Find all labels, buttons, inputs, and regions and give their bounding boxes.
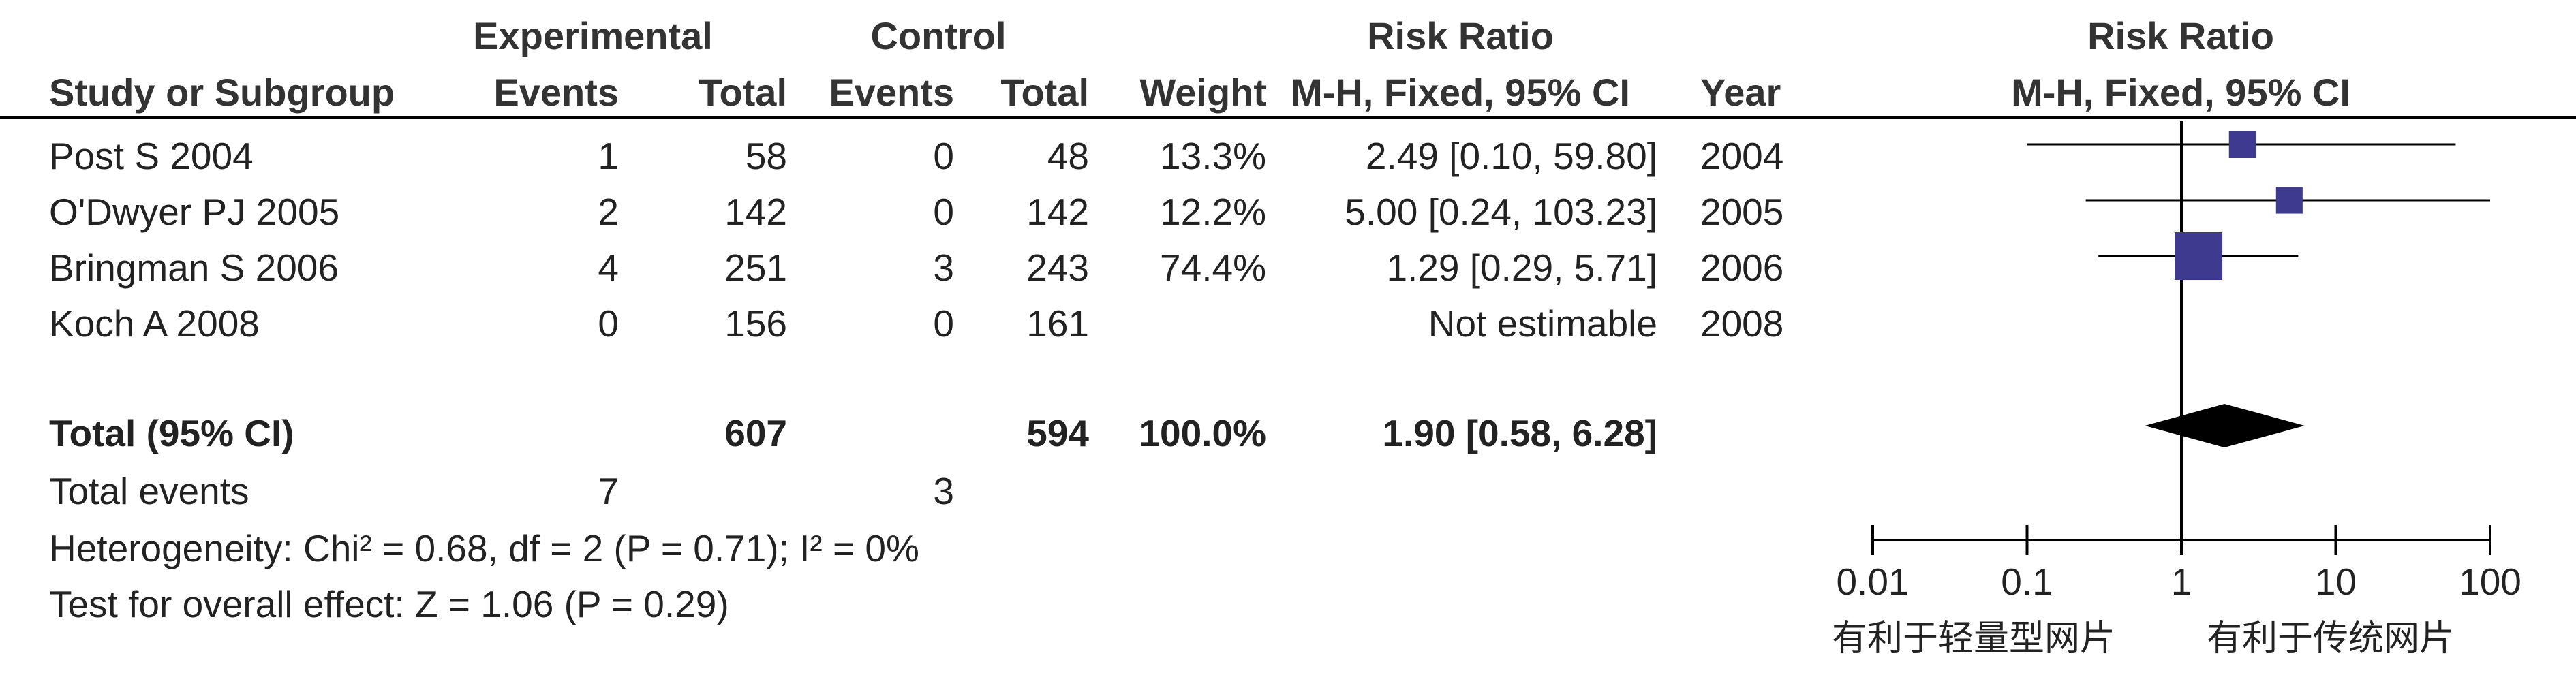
- pooled-diamond: [2145, 404, 2305, 447]
- plot-header-risk-ratio: Risk Ratio: [2087, 14, 2274, 57]
- favours-right-label: 有利于传统网片: [2207, 618, 2455, 659]
- exp-events: 1: [598, 135, 619, 177]
- header-weight: Weight: [1139, 71, 1266, 114]
- exp-total: 58: [746, 135, 787, 177]
- exp-total: 156: [724, 302, 787, 345]
- header-ctl-total: Total: [1000, 71, 1089, 114]
- x-tick-label: 1: [2171, 561, 2192, 603]
- header-control: Control: [870, 14, 1006, 57]
- point-estimate-marker: [2175, 232, 2223, 280]
- ctl-events: 0: [933, 302, 954, 345]
- year: 2004: [1700, 135, 1783, 177]
- x-axis-ticks: 0.01 0.1 1 10 100: [1836, 525, 2521, 603]
- exp-events: 0: [598, 302, 619, 345]
- overall-effect-text: Test for overall effect: Z = 1.06 (P = 0…: [49, 583, 729, 625]
- total-ctl-total: 594: [1026, 412, 1089, 454]
- year: 2006: [1700, 247, 1783, 289]
- exp-events: 2: [598, 191, 619, 233]
- study-name: Post S 2004: [49, 135, 254, 177]
- header-study: Study or Subgroup: [49, 71, 395, 114]
- study-name: Bringman S 2006: [49, 247, 339, 289]
- year: 2005: [1700, 191, 1783, 233]
- header-method: M-H, Fixed, 95% CI: [1291, 71, 1630, 114]
- header-risk-ratio: Risk Ratio: [1367, 14, 1554, 57]
- header-experimental: Experimental: [473, 14, 713, 57]
- header-year: Year: [1700, 71, 1781, 114]
- x-tick-label: 0.1: [2001, 561, 2053, 603]
- table-row: Koch A 2008 0 156 0 161 Not estimable 20…: [49, 302, 1783, 345]
- table-row: O'Dwyer PJ 2005 2 142 0 142 12.2% 5.00 […: [49, 191, 1783, 233]
- ctl-total: 243: [1026, 247, 1089, 289]
- study-markers: [2027, 131, 2490, 447]
- ci-text: 1.29 [0.29, 5.71]: [1386, 247, 1657, 289]
- ctl-events: 0: [933, 191, 954, 233]
- header-ctl-events: Events: [829, 71, 954, 114]
- ctl-total: 142: [1026, 191, 1089, 233]
- total-events-ctl: 3: [933, 470, 954, 512]
- ci-text: Not estimable: [1428, 302, 1657, 345]
- exp-total: 251: [724, 247, 787, 289]
- heterogeneity-text: Heterogeneity: Chi² = 0.68, df = 2 (P = …: [49, 527, 919, 569]
- total-events-label: Total events: [49, 470, 249, 512]
- point-estimate-marker: [2275, 187, 2303, 214]
- ctl-events: 0: [933, 135, 954, 177]
- ctl-total: 161: [1026, 302, 1089, 345]
- ctl-total: 48: [1047, 135, 1089, 177]
- total-events-row: Total events 7 3: [49, 470, 954, 512]
- table-row: Post S 2004 1 58 0 48 13.3% 2.49 [0.10, …: [49, 135, 1783, 177]
- total-exp-total: 607: [724, 412, 787, 454]
- forest-plot: 0.01 0.1 1 10 100 有利于轻量型网片 有利于传统网片: [1832, 121, 2521, 659]
- weight: 74.4%: [1160, 247, 1266, 289]
- point-estimate-marker: [2228, 131, 2256, 158]
- plot-header-method: M-H, Fixed, 95% CI: [2011, 71, 2350, 114]
- total-ci-text: 1.90 [0.58, 6.28]: [1382, 412, 1657, 454]
- favours-left-label: 有利于轻量型网片: [1832, 618, 2115, 659]
- total-events-exp: 7: [598, 470, 619, 512]
- ci-text: 5.00 [0.24, 103.23]: [1345, 191, 1657, 233]
- total-row: Total (95% CI) 607 594 100.0% 1.90 [0.58…: [49, 412, 1657, 454]
- exp-total: 142: [724, 191, 787, 233]
- exp-events: 4: [598, 247, 619, 289]
- x-tick-label: 10: [2315, 561, 2357, 603]
- ctl-events: 3: [933, 247, 954, 289]
- total-label: Total (95% CI): [49, 412, 294, 454]
- header-exp-total: Total: [699, 71, 787, 114]
- weight: 12.2%: [1160, 191, 1266, 233]
- table-row: Bringman S 2006 4 251 3 243 74.4% 1.29 […: [49, 247, 1783, 289]
- x-tick-label: 100: [2459, 561, 2521, 603]
- weight: 13.3%: [1160, 135, 1266, 177]
- study-name: O'Dwyer PJ 2005: [49, 191, 339, 233]
- year: 2008: [1700, 302, 1783, 345]
- study-name: Koch A 2008: [49, 302, 260, 345]
- header-exp-events: Events: [493, 71, 619, 114]
- ci-text: 2.49 [0.10, 59.80]: [1366, 135, 1657, 177]
- x-tick-label: 0.01: [1836, 561, 1909, 603]
- total-weight: 100.0%: [1139, 412, 1266, 454]
